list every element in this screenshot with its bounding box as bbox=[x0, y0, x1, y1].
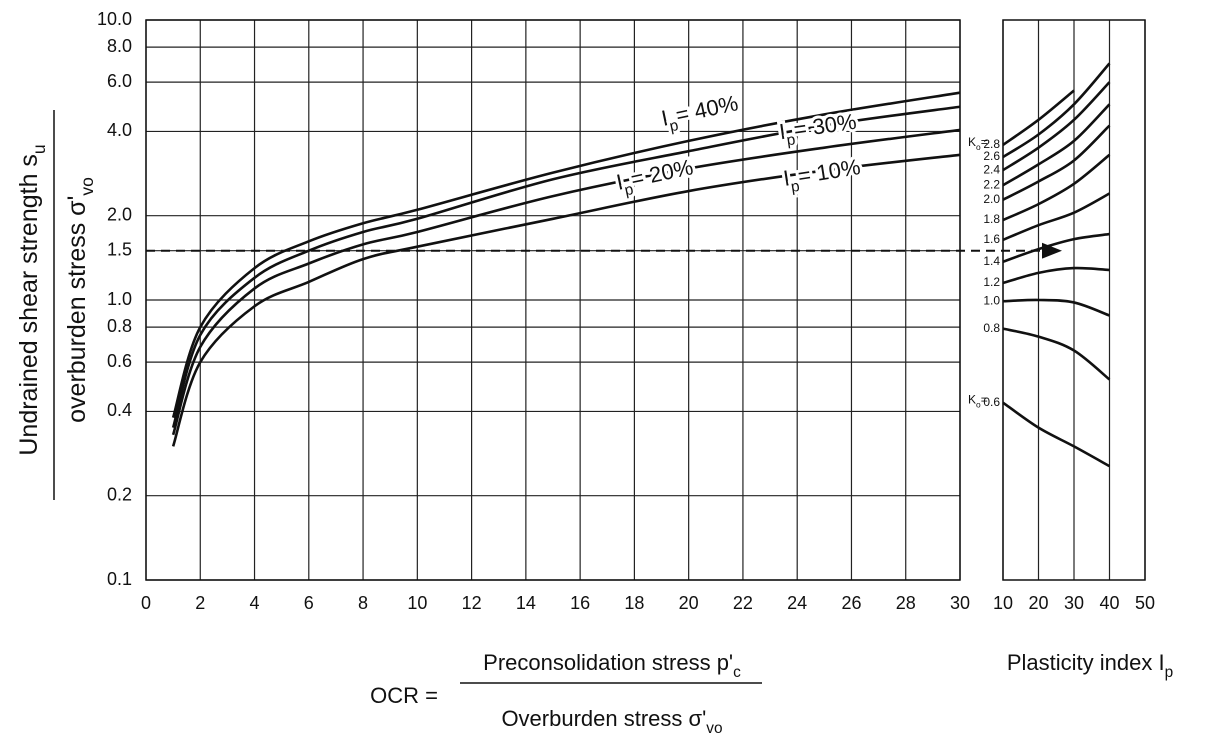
x-tick-label: 16 bbox=[570, 593, 590, 613]
y-tick-label: 0.1 bbox=[107, 569, 132, 589]
x-axis-label-part: vo bbox=[706, 720, 722, 737]
ko-label-part: K bbox=[968, 393, 976, 407]
curve-label-part: = 10% bbox=[796, 154, 862, 189]
curve bbox=[171, 105, 961, 429]
ko-label: Ko= bbox=[968, 135, 988, 152]
curve-label-part: = 30% bbox=[792, 109, 858, 143]
x-axis-label: Overburden stress σ'vo bbox=[501, 706, 722, 737]
ko-value: 2.6 bbox=[983, 149, 1000, 163]
ko-value: 2.2 bbox=[983, 177, 1000, 191]
curve-label-part: = 40% bbox=[673, 90, 740, 128]
y-tick-label: 1.5 bbox=[107, 239, 132, 259]
y-tick-label: 1.0 bbox=[107, 289, 132, 309]
y-tick-label: 8.0 bbox=[107, 36, 132, 56]
curve bbox=[1002, 153, 1111, 222]
x-axis-label-part: Preconsolidation stress p' bbox=[483, 650, 733, 675]
x-tick-label: 18 bbox=[624, 593, 644, 613]
x-tick-label: 50 bbox=[1135, 593, 1155, 613]
x-tick-label: 22 bbox=[733, 593, 753, 613]
y-tick-label: 0.6 bbox=[107, 351, 132, 371]
x-tick-label: 8 bbox=[358, 593, 368, 613]
y-tick-label: 0.8 bbox=[107, 316, 132, 336]
curve bbox=[1002, 124, 1111, 201]
curve bbox=[171, 91, 961, 419]
x-tick-label: 2 bbox=[195, 593, 205, 613]
x-tick-label: 20 bbox=[1028, 593, 1048, 613]
x-axis-label-part: c bbox=[733, 664, 741, 681]
x-tick-label: 30 bbox=[950, 593, 970, 613]
y-tick-label: 0.2 bbox=[107, 484, 132, 504]
ko-value: 0.8 bbox=[983, 321, 1000, 335]
y-axis-label-part: u bbox=[29, 144, 49, 154]
x-tick-label: 14 bbox=[516, 593, 536, 613]
y-tick-label: 0.4 bbox=[107, 400, 132, 420]
x-axis-label-part: Overburden stress σ' bbox=[501, 706, 706, 731]
x-axis-label: Preconsolidation stress p'c bbox=[483, 650, 741, 681]
ko-value: 2.8 bbox=[983, 137, 1000, 151]
ko-value: 0.6 bbox=[983, 395, 1000, 409]
x-tick-label: 12 bbox=[462, 593, 482, 613]
y-tick-label: 10.0 bbox=[97, 9, 132, 29]
y-tick-label: 4.0 bbox=[107, 120, 132, 140]
y-axis-label: overburden stress σ'vo bbox=[63, 177, 97, 423]
x-tick-label: 20 bbox=[679, 593, 699, 613]
x-tick-label: 28 bbox=[896, 593, 916, 613]
x-tick-label: 0 bbox=[141, 593, 151, 613]
ko-value: 1.6 bbox=[983, 232, 1000, 246]
ko-label-part: K bbox=[968, 135, 976, 149]
ko-value: 1.8 bbox=[983, 212, 1000, 226]
ko-label-part: o bbox=[976, 400, 981, 410]
x-axis-label: OCR = bbox=[370, 683, 438, 708]
x-tick-label: 40 bbox=[1099, 593, 1119, 613]
y-axis-label: Undrained shear strength su bbox=[15, 144, 49, 455]
curve bbox=[171, 153, 961, 447]
curve bbox=[1002, 327, 1111, 381]
x-tick-label: 26 bbox=[841, 593, 861, 613]
ko-label-part: = bbox=[981, 393, 988, 407]
curve bbox=[1002, 298, 1110, 317]
plot-frame bbox=[145, 19, 961, 581]
ko-value: 1.0 bbox=[983, 293, 1000, 307]
x-axis-label-part: p bbox=[1165, 664, 1174, 681]
curve-label: Ip= 20% bbox=[614, 154, 696, 200]
curve-label: Ip= 40% bbox=[659, 90, 741, 136]
y-axis-label-part: Undrained shear strength s bbox=[15, 154, 43, 456]
x-axis-label: Plasticity index Ip bbox=[1007, 650, 1173, 681]
ko-label-part: = bbox=[981, 135, 988, 149]
y-axis-label-part: vo bbox=[77, 177, 97, 195]
curve bbox=[1002, 192, 1111, 242]
ko-value: 2.0 bbox=[983, 192, 1000, 206]
x-tick-label: 30 bbox=[1064, 593, 1084, 613]
curve bbox=[171, 128, 961, 436]
ko-value: 1.4 bbox=[983, 254, 1000, 268]
x-axis-label-part: Plasticity index I bbox=[1007, 650, 1165, 675]
ko-value: 2.4 bbox=[983, 162, 1000, 176]
y-tick-label: 6.0 bbox=[107, 71, 132, 91]
curve bbox=[1002, 62, 1111, 159]
x-tick-label: 4 bbox=[250, 593, 260, 613]
x-tick-label: 6 bbox=[304, 593, 314, 613]
curve bbox=[1002, 103, 1111, 187]
x-tick-label: 24 bbox=[787, 593, 807, 613]
curve bbox=[1002, 232, 1110, 263]
x-tick-label: 10 bbox=[407, 593, 427, 613]
y-tick-label: 2.0 bbox=[107, 204, 132, 224]
curve bbox=[1002, 89, 1075, 146]
ko-label-part: o bbox=[976, 142, 981, 152]
ko-label: Ko= bbox=[968, 393, 988, 410]
curve bbox=[1002, 81, 1111, 172]
curve bbox=[1002, 266, 1110, 285]
y-axis-label-part: overburden stress σ' bbox=[63, 196, 91, 423]
ko-value: 1.2 bbox=[983, 275, 1000, 289]
curve bbox=[1002, 401, 1111, 468]
x-tick-label: 10 bbox=[993, 593, 1013, 613]
